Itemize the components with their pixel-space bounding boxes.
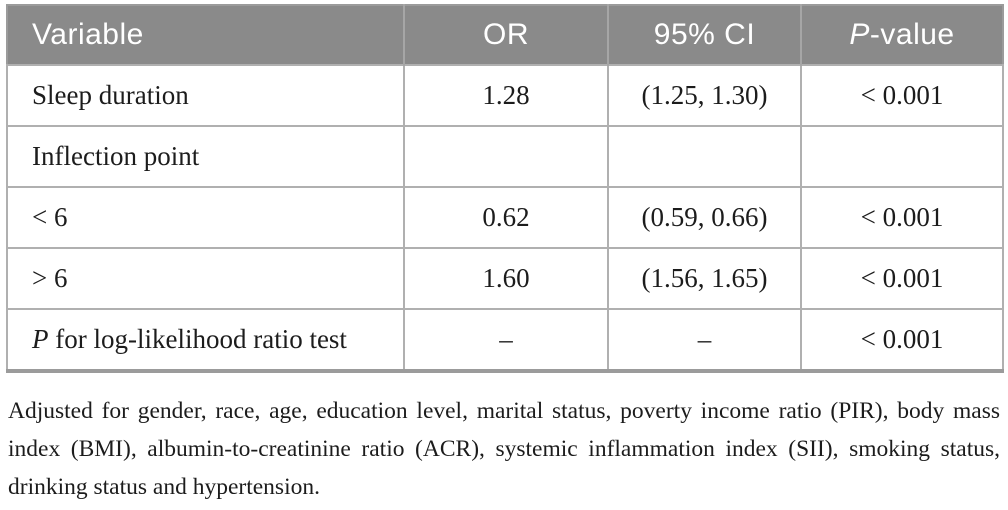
table-header-row: Variable OR 95% CI P-value	[7, 5, 1003, 65]
table-row-lt6: < 6 0.62 (0.59, 0.66) < 0.001	[6, 186, 1004, 249]
cell-p-value: < 0.001	[800, 308, 1004, 372]
cell-variable: < 6	[6, 186, 405, 249]
cell-variable-text: Inflection point	[32, 141, 200, 171]
cell-variable: P for log-likelihood ratio test	[6, 308, 405, 372]
regression-results-table: Variable OR 95% CI P-value Sleep duratio…	[6, 4, 1004, 373]
cell-or: 0.62	[403, 186, 609, 249]
cell-ci: –	[607, 308, 802, 372]
cell-or: 1.60	[403, 247, 609, 310]
cell-ci: (1.56, 1.65)	[607, 247, 802, 310]
cell-ci: (1.25, 1.30)	[607, 64, 802, 127]
table-row-inflection-point: Inflection point	[6, 125, 1004, 188]
cell-variable-text: > 6	[32, 263, 68, 293]
cell-variable: Sleep duration	[6, 64, 405, 127]
cell-variable-text: Sleep duration	[32, 80, 189, 110]
header-p-value: P-value	[800, 5, 1003, 65]
cell-ci: (0.59, 0.66)	[607, 186, 802, 249]
header-p-rest: -value	[869, 18, 955, 51]
header-or: OR	[403, 5, 608, 65]
cell-p-value	[800, 125, 1004, 188]
cell-p-value: < 0.001	[800, 247, 1004, 310]
header-95ci: 95% CI	[607, 5, 801, 65]
cell-or: 1.28	[403, 64, 609, 127]
cell-ci	[607, 125, 802, 188]
cell-variable-text: for log-likelihood ratio test	[48, 324, 347, 354]
table-row-log-likelihood-test: P for log-likelihood ratio test – – < 0.…	[6, 308, 1004, 372]
table-footnote: Adjusted for gender, race, age, educatio…	[8, 398, 1000, 500]
table-row-gt6: > 6 1.60 (1.56, 1.65) < 0.001	[6, 247, 1004, 310]
cell-variable: Inflection point	[6, 125, 405, 188]
cell-or	[403, 125, 609, 188]
cell-p-value: < 0.001	[800, 64, 1004, 127]
cell-variable: > 6	[6, 247, 405, 310]
table-row-sleep-duration: Sleep duration 1.28 (1.25, 1.30) < 0.001	[6, 64, 1004, 127]
cell-or: –	[403, 308, 609, 372]
cell-p-value: < 0.001	[800, 186, 1004, 249]
header-variable: Variable	[7, 5, 404, 65]
cell-variable-text: < 6	[32, 202, 68, 232]
cell-variable-italic: P	[32, 324, 49, 354]
header-p-italic: P	[849, 18, 870, 51]
